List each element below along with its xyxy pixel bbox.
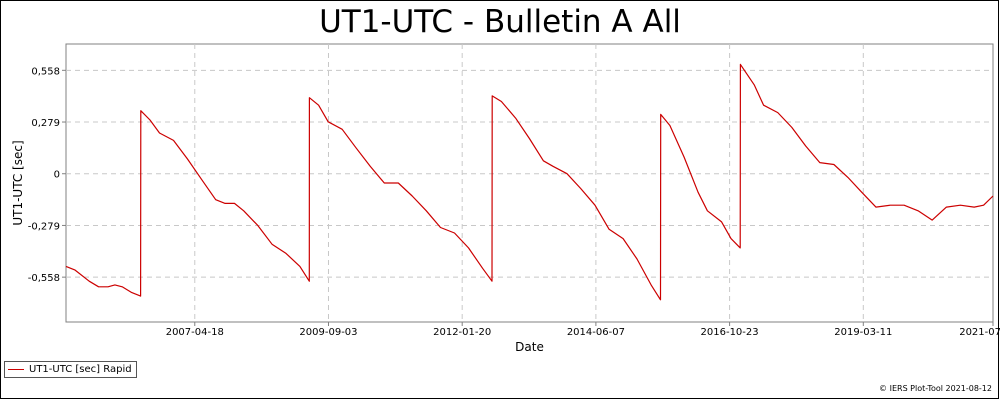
x-axis-label: Date (515, 340, 544, 354)
legend-label-rapid: UT1-UTC [sec] Rapid (29, 364, 132, 375)
series-layer (65, 63, 994, 301)
legend: UT1-UTC [sec] Rapid (4, 361, 137, 378)
x-tick-label: 2012-01-20 (433, 327, 491, 338)
copyright-notice: © IERS Plot-Tool 2021-08-12 (879, 384, 992, 393)
chart-title: UT1-UTC - Bulletin A All (319, 4, 681, 40)
x-tick-label: 2021-07 (959, 327, 1000, 338)
series-line-0 (65, 63, 994, 301)
x-tick-label: 2009-09-03 (299, 327, 357, 338)
y-tick-label: 0,558 (31, 66, 60, 77)
y-axis-label: UT1-UTC [sec] (11, 140, 25, 225)
plot-area (65, 43, 994, 323)
x-tick-label: 2019-03-11 (834, 327, 892, 338)
legend-swatch (8, 369, 24, 370)
x-tick-label: 2016-10-23 (701, 327, 759, 338)
y-tick-label: -0,279 (28, 221, 60, 232)
x-tick-label: 2014-06-07 (567, 327, 625, 338)
y-tick-label: -0,558 (28, 273, 60, 284)
y-tick-label: 0 (54, 170, 60, 181)
y-tick-label: 0,279 (31, 118, 60, 129)
axis-ticks: 0,558 0,279 0 -0,279 -0,558 2007-04-18 2009-09… (28, 66, 1000, 338)
x-tick-label: 2007-04-18 (166, 327, 224, 338)
grid (66, 44, 993, 322)
